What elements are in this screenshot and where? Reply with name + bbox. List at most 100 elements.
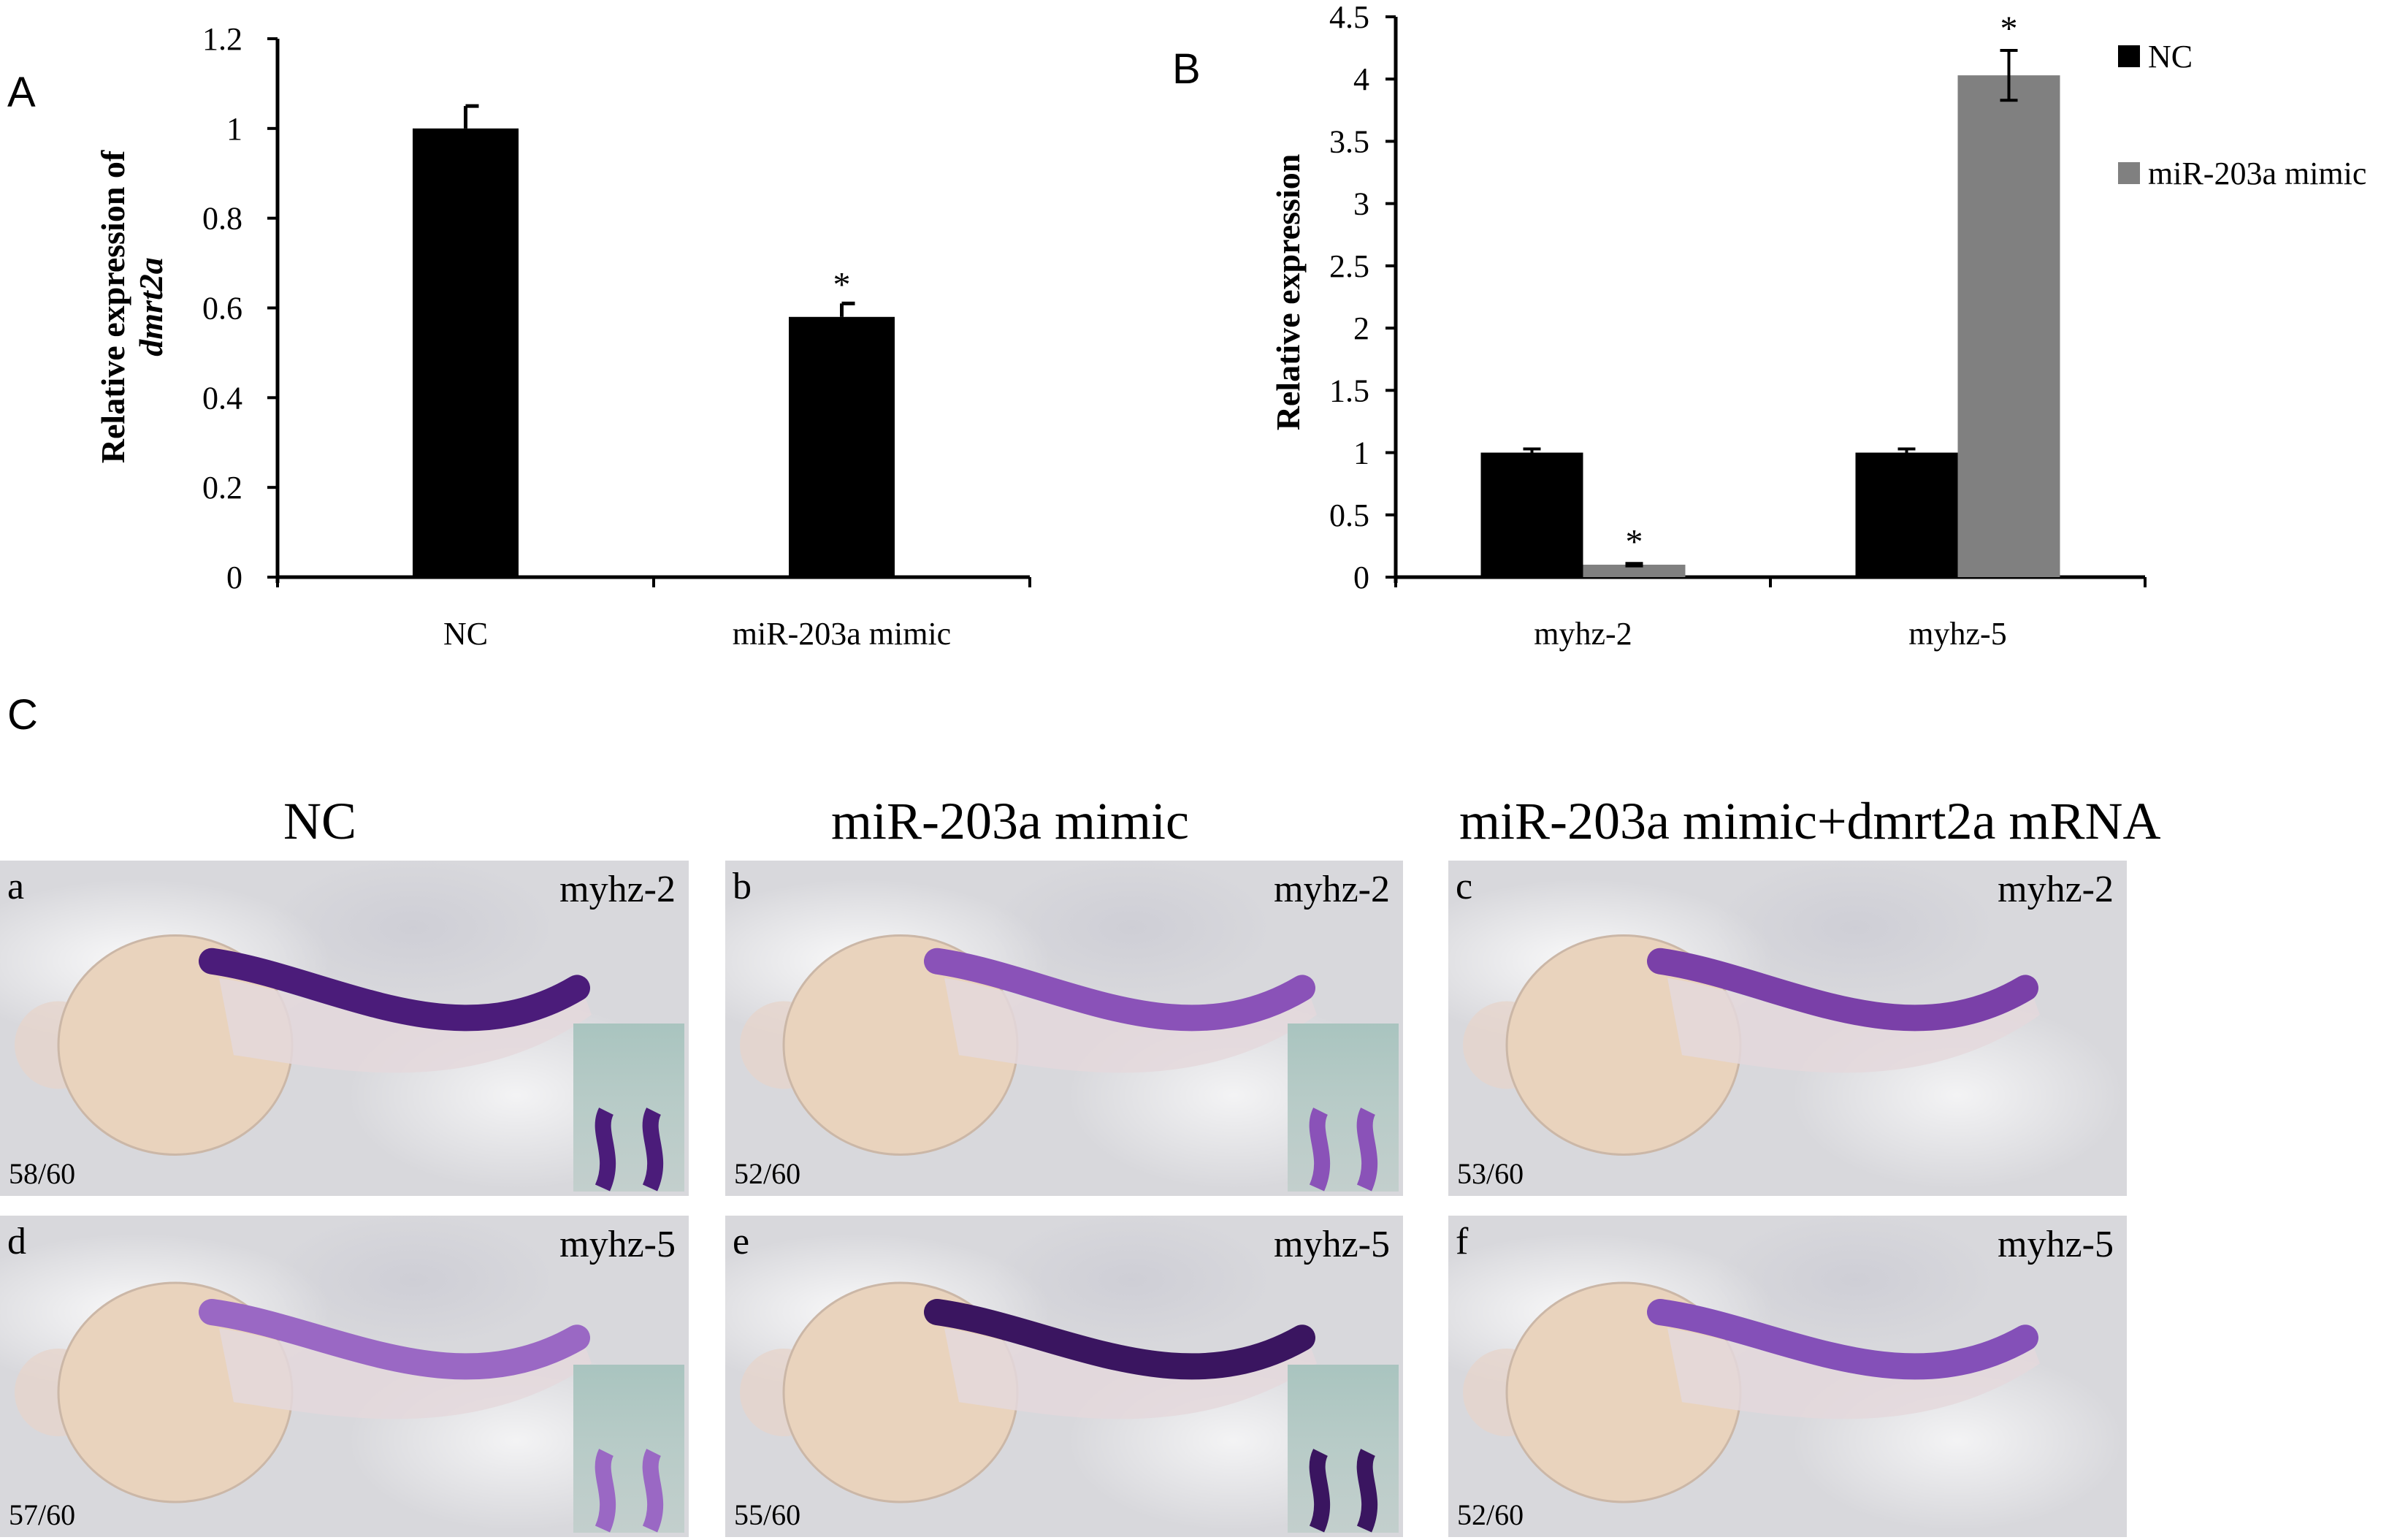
inset-stripe-left bbox=[1309, 1108, 1331, 1192]
embryo-panel-c: c myhz-2 53/60 bbox=[1448, 861, 2127, 1196]
embryo-count: 53/60 bbox=[1457, 1157, 1524, 1190]
y-tick-label: 1.2 bbox=[202, 21, 242, 57]
y-tick-label: 4 bbox=[1353, 61, 1369, 97]
y-tick-label: 1.5 bbox=[1329, 373, 1369, 408]
embryo-panel-d: d myhz-5 57/60 bbox=[0, 1216, 689, 1537]
x-tick-label: myhz-2 bbox=[1534, 616, 1632, 652]
chart-b: 0 0.5 1 1.5 2 2.5 3 3.5 4 4.5 * myhz-2 * myhz-5 Relati… bbox=[1269, 0, 2366, 652]
significance-star: * bbox=[833, 265, 851, 304]
panel-letter: d bbox=[7, 1221, 26, 1262]
embryo-panel-b: b myhz-2 52/60 bbox=[725, 861, 1403, 1196]
muscle-stain bbox=[1647, 948, 2038, 1032]
inset-stain bbox=[1309, 1449, 1378, 1533]
inset-stripe-right bbox=[1356, 1449, 1378, 1533]
gene-marker-label: myhz-5 bbox=[1274, 1224, 1390, 1265]
y-tick-label: 2.5 bbox=[1329, 248, 1369, 284]
bar-nc bbox=[413, 128, 519, 578]
embryo-panel-e: e myhz-5 55/60 bbox=[725, 1216, 1403, 1537]
y-tick-label: 0 bbox=[1353, 560, 1369, 595]
y-tick-label: 0.4 bbox=[202, 380, 242, 416]
inset-stripe-right bbox=[642, 1108, 664, 1192]
inset-stripe-left bbox=[595, 1449, 616, 1533]
muscle-stain bbox=[1647, 1299, 2038, 1380]
panel-letter: f bbox=[1456, 1221, 1469, 1262]
inset-image bbox=[1288, 1024, 1399, 1192]
embryo-illustration bbox=[1463, 1281, 2040, 1503]
y-tick-label: 2 bbox=[1353, 310, 1369, 346]
y-tick-label: 1 bbox=[1353, 435, 1369, 471]
embryo-panel-f: f myhz-5 52/60 bbox=[1448, 1216, 2127, 1537]
muscle-stain bbox=[199, 1299, 590, 1380]
y-axis-label: Relative expression of bbox=[94, 150, 131, 463]
embryo-panel-a: a myhz-2 58/60 bbox=[0, 861, 689, 1196]
embryo-illustration bbox=[15, 1281, 592, 1503]
inset-image bbox=[573, 1024, 684, 1192]
inset-stripe-right bbox=[642, 1449, 664, 1533]
chart-b-plot: 0 0.5 1 1.5 2 2.5 3 3.5 4 4.5 * myhz-2 * myhz-5 Relati… bbox=[1269, 0, 2366, 652]
y-tick-label: 0 bbox=[226, 560, 242, 595]
y-tick-label: 0.5 bbox=[1329, 498, 1369, 533]
embryo-count: 57/60 bbox=[9, 1498, 76, 1531]
embryo-tail bbox=[219, 977, 592, 1073]
panel-letter: b bbox=[733, 866, 752, 907]
panel-letter: a bbox=[7, 866, 25, 907]
y-tick-label: 4.5 bbox=[1329, 0, 1369, 35]
inset-stripe-left bbox=[1309, 1449, 1331, 1533]
column-title-nc: NC bbox=[283, 792, 357, 850]
y-axis-label-italic: dmrt2a bbox=[132, 257, 169, 356]
inset-stain bbox=[595, 1108, 664, 1192]
inset-stripe-left bbox=[595, 1108, 616, 1192]
inset-image bbox=[573, 1365, 684, 1533]
embryo-count: 58/60 bbox=[9, 1157, 76, 1190]
panel-letter: e bbox=[733, 1221, 750, 1262]
x-tick-label: miR-203a mimic bbox=[733, 616, 951, 652]
x-tick-label: NC bbox=[443, 616, 488, 652]
legend-label: NC bbox=[2148, 39, 2193, 75]
embryo-tail bbox=[944, 977, 1317, 1073]
embryo-illustration bbox=[15, 934, 592, 1156]
inset-stain bbox=[1309, 1108, 1378, 1192]
panel-letter-c: C bbox=[7, 691, 38, 739]
bar-mimic bbox=[789, 316, 895, 577]
y-tick-label: 0.2 bbox=[202, 470, 242, 506]
x-tick-label: myhz-5 bbox=[1908, 616, 2006, 652]
significance-star: * bbox=[1626, 522, 1643, 561]
column-title-mimic: miR-203a mimic bbox=[831, 792, 1189, 850]
muscle-stain bbox=[924, 1299, 1315, 1380]
y-tick-label: 3 bbox=[1353, 186, 1369, 222]
bar-myhz-2-nc bbox=[1480, 452, 1583, 577]
gene-marker-label: myhz-2 bbox=[559, 869, 676, 910]
panel-letter-b: B bbox=[1172, 45, 1201, 93]
embryo-illustration bbox=[1463, 934, 2040, 1156]
y-tick-label: 1 bbox=[226, 111, 242, 147]
embryo-tail bbox=[1667, 977, 2040, 1073]
legend-label: miR-203a mimic bbox=[2148, 156, 2366, 191]
embryo-illustration bbox=[740, 934, 1317, 1156]
y-axis-label: Relative expression bbox=[1269, 154, 1307, 431]
y-tick-label: 0.6 bbox=[202, 291, 242, 327]
inset-image bbox=[1288, 1365, 1399, 1533]
embryo-count: 52/60 bbox=[1457, 1498, 1524, 1531]
panel-letter-a: A bbox=[7, 69, 36, 116]
panel-letter: c bbox=[1456, 866, 1473, 907]
legend-swatch bbox=[2118, 162, 2140, 184]
bar-myhz-2-mimic bbox=[1583, 564, 1686, 577]
inset-stain bbox=[595, 1449, 664, 1533]
gene-marker-label: myhz-5 bbox=[1998, 1224, 2114, 1265]
gene-marker-label: myhz-2 bbox=[1274, 869, 1390, 910]
gene-marker-label: myhz-5 bbox=[559, 1224, 676, 1265]
muscle-stain bbox=[199, 948, 590, 1032]
bar-myhz-5-mimic bbox=[1957, 75, 2060, 577]
y-tick-label: 0.8 bbox=[202, 201, 242, 237]
embryo-count: 52/60 bbox=[734, 1157, 801, 1190]
significance-star: * bbox=[2000, 9, 2018, 48]
y-tick-label: 3.5 bbox=[1329, 123, 1369, 159]
column-title-mimic-mrna: miR-203a mimic+dmrt2a mRNA bbox=[1459, 792, 2161, 850]
muscle-stain bbox=[924, 948, 1315, 1032]
bar-myhz-5-nc bbox=[1855, 452, 1958, 577]
gene-marker-label: myhz-2 bbox=[1998, 869, 2114, 910]
chart-a-plot: 0 0.2 0.4 0.6 0.8 1 1.2 NC * miR-203a mimic Relati… bbox=[94, 21, 1031, 652]
embryo-count: 55/60 bbox=[734, 1498, 801, 1531]
chart-a: 0 0.2 0.4 0.6 0.8 1 1.2 NC * miR-203a mimic Relati… bbox=[94, 21, 1031, 652]
embryo-illustration bbox=[740, 1281, 1317, 1503]
